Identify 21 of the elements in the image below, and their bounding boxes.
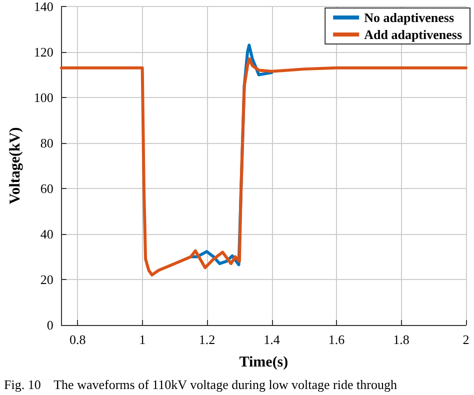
line-series	[60, 57, 468, 276]
y-tick-label: 60	[40, 181, 54, 196]
x-axis-title: Time(s)	[239, 354, 288, 370]
y-axis-title: Voltage(kV)	[8, 127, 24, 204]
y-tick-label: 100	[34, 90, 54, 105]
y-tick-label: 40	[40, 226, 54, 242]
x-tick-label: 1	[139, 332, 146, 347]
caption: Fig. 10 The waveforms of 110kV voltage during low voltage ride through	[4, 377, 398, 392]
x-tick-label: 2	[462, 332, 470, 347]
x-tick-label: 1.6	[328, 332, 346, 347]
legend-label: Add adaptiveness	[364, 27, 462, 42]
x-tick-label: 1.4	[264, 332, 280, 347]
x-tick-label: 1.2	[198, 332, 216, 347]
y-tick-label: 0	[46, 318, 54, 332]
y-tick-label: 80	[40, 136, 54, 150]
y-tick-label: 120	[34, 44, 54, 60]
legend-label: No adaptiveness	[364, 10, 454, 25]
x-tick-label: 1.8	[393, 332, 410, 347]
x-tick-label: 0.8	[69, 332, 86, 347]
y-tick-label: 20	[40, 272, 54, 287]
y-tick-label: 140	[34, 0, 54, 14]
